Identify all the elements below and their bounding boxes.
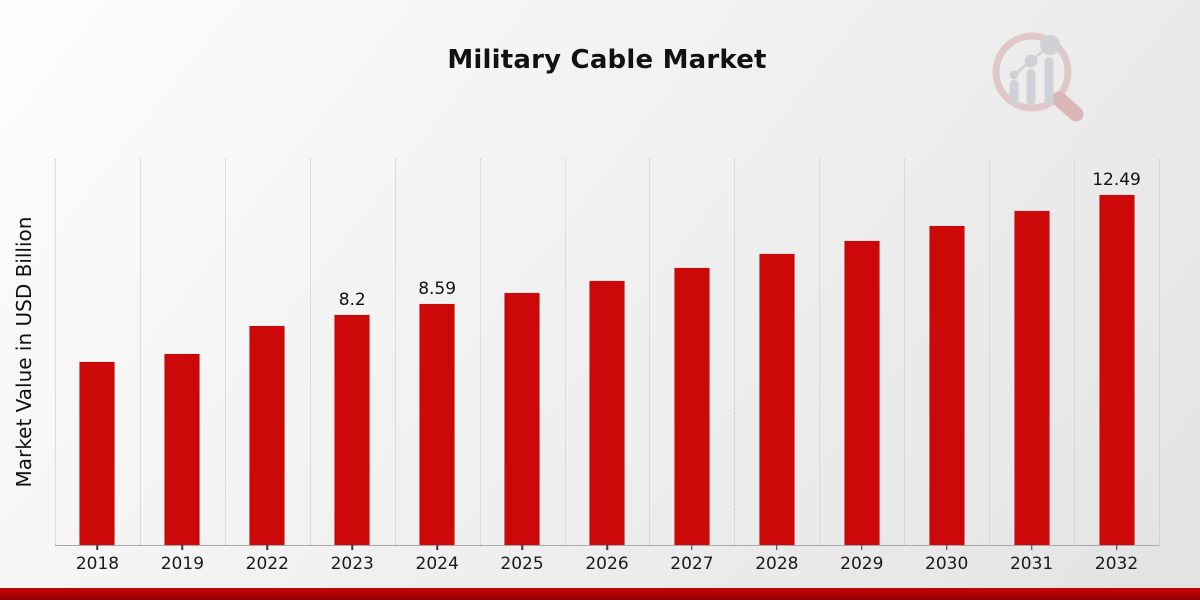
x-axis-tick — [97, 545, 99, 550]
bar-2024 — [420, 304, 455, 545]
x-axis-tick — [776, 545, 778, 550]
vertical-gridline — [310, 159, 311, 545]
x-axis-label-2031: 2031 — [1010, 554, 1053, 574]
vertical-gridline — [140, 159, 141, 545]
logo-trend-dot-1 — [1010, 71, 1019, 80]
x-axis-label-2032: 2032 — [1095, 554, 1138, 574]
vertical-gridline — [565, 159, 566, 545]
vertical-gridline — [480, 159, 481, 545]
x-axis-tick — [521, 545, 523, 550]
x-axis-tick — [1116, 545, 1118, 550]
vertical-gridline — [819, 159, 820, 545]
bar-2023 — [335, 315, 370, 545]
bar-2018 — [80, 362, 115, 545]
vertical-gridline — [1074, 159, 1075, 545]
x-axis-label-2026: 2026 — [585, 554, 628, 574]
bar-2025 — [505, 293, 540, 545]
bar-2030 — [929, 226, 964, 545]
bar-value-label-2032: 12.49 — [1092, 170, 1141, 190]
bar-2028 — [759, 254, 794, 545]
x-axis-tick — [861, 545, 863, 550]
x-axis-label-2022: 2022 — [246, 554, 289, 574]
x-axis-tick — [182, 545, 184, 550]
logo-bar-medium — [1027, 69, 1036, 105]
mrfr-logo-icon — [980, 20, 1098, 126]
bar-value-label-2024: 8.59 — [418, 279, 456, 299]
logo-trend-dot-2 — [1025, 55, 1038, 68]
x-axis-label-2019: 2019 — [161, 554, 204, 574]
x-axis-label-2030: 2030 — [925, 554, 968, 574]
x-axis-tick — [436, 545, 438, 550]
vertical-gridline — [989, 159, 990, 545]
x-axis-label-2023: 2023 — [331, 554, 374, 574]
vertical-gridline — [1159, 159, 1160, 545]
x-axis-tick — [606, 545, 608, 550]
logo-bar-small — [1010, 80, 1019, 105]
bar-2022 — [250, 326, 285, 545]
bar-value-label-2023: 8.2 — [339, 290, 366, 310]
vertical-gridline — [225, 159, 226, 545]
y-axis-label: Market Value in USD Billion — [12, 217, 36, 488]
x-axis-tick — [946, 545, 948, 550]
bar-2019 — [165, 354, 200, 545]
x-axis-label-2028: 2028 — [755, 554, 798, 574]
logo-magnifier-handle — [1059, 99, 1076, 114]
x-axis-label-2024: 2024 — [416, 554, 459, 574]
x-axis-tick — [267, 545, 269, 550]
vertical-gridline — [395, 159, 396, 545]
x-axis-tick — [1031, 545, 1033, 550]
x-axis-label-2025: 2025 — [500, 554, 543, 574]
chart-canvas: Military Cable Market Market Value in US… — [0, 0, 1200, 600]
x-axis-tick — [691, 545, 693, 550]
bar-2032 — [1099, 195, 1134, 545]
logo-bar-tall — [1045, 57, 1054, 105]
vertical-gridline — [649, 159, 650, 545]
bar-2029 — [844, 241, 879, 545]
plot-area: 2018201920228.220238.5920242025202620272… — [55, 158, 1159, 546]
x-axis-label-2018: 2018 — [76, 554, 119, 574]
logo-trend-dot-3 — [1040, 35, 1060, 55]
bar-2031 — [1014, 211, 1049, 545]
vertical-gridline — [734, 159, 735, 545]
brand-footer-strip — [0, 588, 1200, 600]
bar-2027 — [674, 268, 709, 545]
x-axis-label-2029: 2029 — [840, 554, 883, 574]
vertical-gridline — [904, 159, 905, 545]
x-axis-tick — [351, 545, 353, 550]
bar-2026 — [590, 281, 625, 545]
x-axis-label-2027: 2027 — [670, 554, 713, 574]
y-axis-line — [55, 159, 56, 545]
